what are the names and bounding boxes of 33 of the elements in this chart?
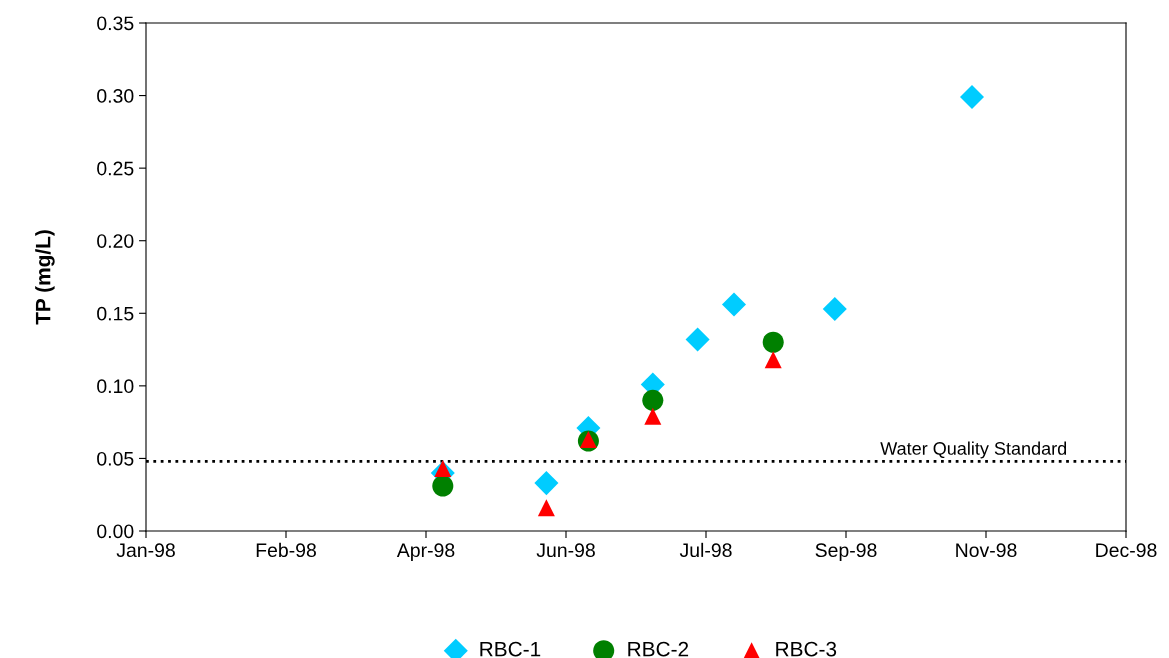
legend-label: RBC-2 (628, 641, 689, 657)
point (537, 499, 555, 517)
point (721, 292, 747, 317)
point (432, 475, 454, 497)
y-tick-label: 0.05 (97, 451, 134, 466)
legend-label: RBC-1 (480, 641, 541, 657)
point (959, 84, 985, 110)
y-tick-label: 0.30 (97, 89, 134, 103)
point (685, 327, 710, 352)
y-tick-label: 0.00 (97, 524, 134, 539)
x-tick-label: Jul-98 (679, 542, 732, 558)
x-tick-label: Sep-98 (815, 543, 877, 561)
x-tick-label: Dec-98 (1096, 543, 1157, 558)
legend-label: RBC-3 (776, 641, 837, 657)
point (534, 471, 559, 496)
x-tick-label: Feb-98 (256, 542, 316, 558)
ref-line-label: Water Quality Standard (880, 441, 1067, 459)
y-tick-label: 0.15 (97, 306, 134, 321)
x-tick-label: Nov-98 (956, 543, 1017, 558)
y-tick-label: 0.25 (97, 161, 134, 176)
point (642, 389, 664, 411)
y-tick-label: 0.35 (97, 16, 134, 31)
y-tick-label: 0.10 (97, 379, 134, 394)
x-tick-label: Jan-98 (116, 543, 175, 558)
point (762, 331, 784, 353)
point (434, 460, 452, 478)
point (764, 351, 782, 369)
y-tick-label: 0.20 (97, 234, 134, 248)
x-tick-label: Jun-98 (536, 543, 595, 558)
point (644, 407, 662, 425)
point (822, 296, 847, 321)
x-tick-label: Apr-98 (396, 543, 455, 561)
y-axis-title: TP (mg/L) (35, 230, 55, 325)
